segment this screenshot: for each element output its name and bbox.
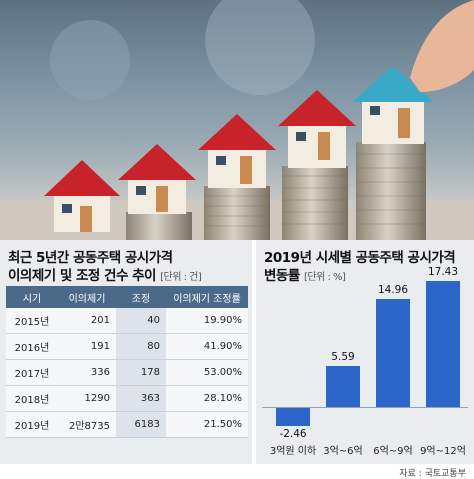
table-row: 2019년 2만8735 6183 21.50% — [6, 411, 248, 438]
cell-rate: 19.90% — [166, 308, 248, 334]
hero-photo — [0, 0, 474, 240]
source-note: 자료 : 국토교통부 — [399, 469, 466, 479]
cell-complaints: 201 — [58, 308, 116, 334]
bar-2 — [376, 298, 410, 407]
chart-baseline — [262, 407, 468, 408]
chart-title: 2019년 시세별 공동주택 공시가격 — [264, 250, 456, 266]
cell-complaints: 336 — [58, 359, 116, 386]
table-unit: [단위 : 건] — [160, 272, 202, 283]
price-change-chart-panel: 2019년 시세별 공동주택 공시가격 변동률 [단위 : %] -2.46 3억원… — [256, 240, 474, 464]
bar-value-label: 14.96 — [377, 283, 409, 296]
bar-value-label: 5.59 — [331, 351, 355, 364]
cell-period: 2017년 — [6, 359, 58, 386]
header-complaints: 이의제기 — [58, 286, 116, 308]
table-row: 2018년 1290 363 28.10% — [6, 385, 248, 412]
complaints-table-panel: 최근 5년간 공동주택 공시가격 이의제기 및 조정 건수 추이 [단위 : 건… — [0, 240, 252, 464]
cell-complaints: 1290 — [58, 385, 116, 412]
category-label: 9억~12억 — [420, 446, 466, 457]
cell-adjusted: 178 — [116, 359, 166, 386]
bar-value-label: -2.46 — [279, 427, 307, 440]
cell-rate: 21.50% — [166, 411, 248, 438]
table-row: 2016년 191 80 41.90% — [6, 333, 248, 360]
category-label: 6억~9억 — [373, 446, 413, 457]
table-header-row: 시기 이의제기 조정 이의제기 조정률 — [6, 286, 248, 308]
cell-adjusted: 40 — [116, 308, 166, 334]
cell-period: 2015년 — [6, 308, 58, 334]
cell-period: 2018년 — [6, 385, 58, 412]
complaints-table: 시기 이의제기 조정 이의제기 조정률 2015년 201 40 19.90% … — [6, 286, 248, 438]
category-label: 3억~6억 — [323, 446, 363, 457]
header-period: 시기 — [6, 286, 58, 308]
cell-rate: 41.90% — [166, 333, 248, 360]
cell-rate: 53.00% — [166, 359, 248, 386]
cell-complaints: 191 — [58, 333, 116, 360]
bar-3 — [426, 280, 460, 407]
table-title-line1: 최근 5년간 공동주택 공시가격 — [8, 250, 173, 266]
table-title-line2: 이의제기 및 조정 건수 추이 [단위 : 건] — [8, 264, 202, 284]
table-row: 2015년 201 40 19.90% — [6, 308, 248, 334]
bar-1 — [326, 366, 360, 407]
chart-title-line2-text: 변동률 — [264, 268, 304, 284]
bar-value-label: 17.43 — [427, 265, 459, 278]
cell-period: 2016년 — [6, 333, 58, 360]
cell-rate: 28.10% — [166, 385, 248, 412]
table-title-line2-text: 이의제기 및 조정 건수 추이 — [8, 268, 156, 284]
cell-adjusted: 363 — [116, 385, 166, 412]
cell-adjusted: 6183 — [116, 411, 166, 438]
cell-adjusted: 80 — [116, 333, 166, 360]
chart-title-line2: 변동률 [단위 : %] — [264, 264, 346, 284]
bar-0 — [276, 408, 310, 426]
chart-unit-label: [단위 : %] — [303, 272, 346, 283]
houses-on-coins-illustration — [0, 0, 474, 240]
cell-period: 2019년 — [6, 411, 58, 438]
table-row: 2017년 336 178 53.00% — [6, 359, 248, 386]
cell-complaints: 2만8735 — [58, 411, 116, 438]
category-label: 3억원 이하 — [269, 446, 317, 457]
header-adjusted: 조정 — [116, 286, 166, 308]
header-adjust-rate: 이의제기 조정률 — [166, 286, 248, 308]
